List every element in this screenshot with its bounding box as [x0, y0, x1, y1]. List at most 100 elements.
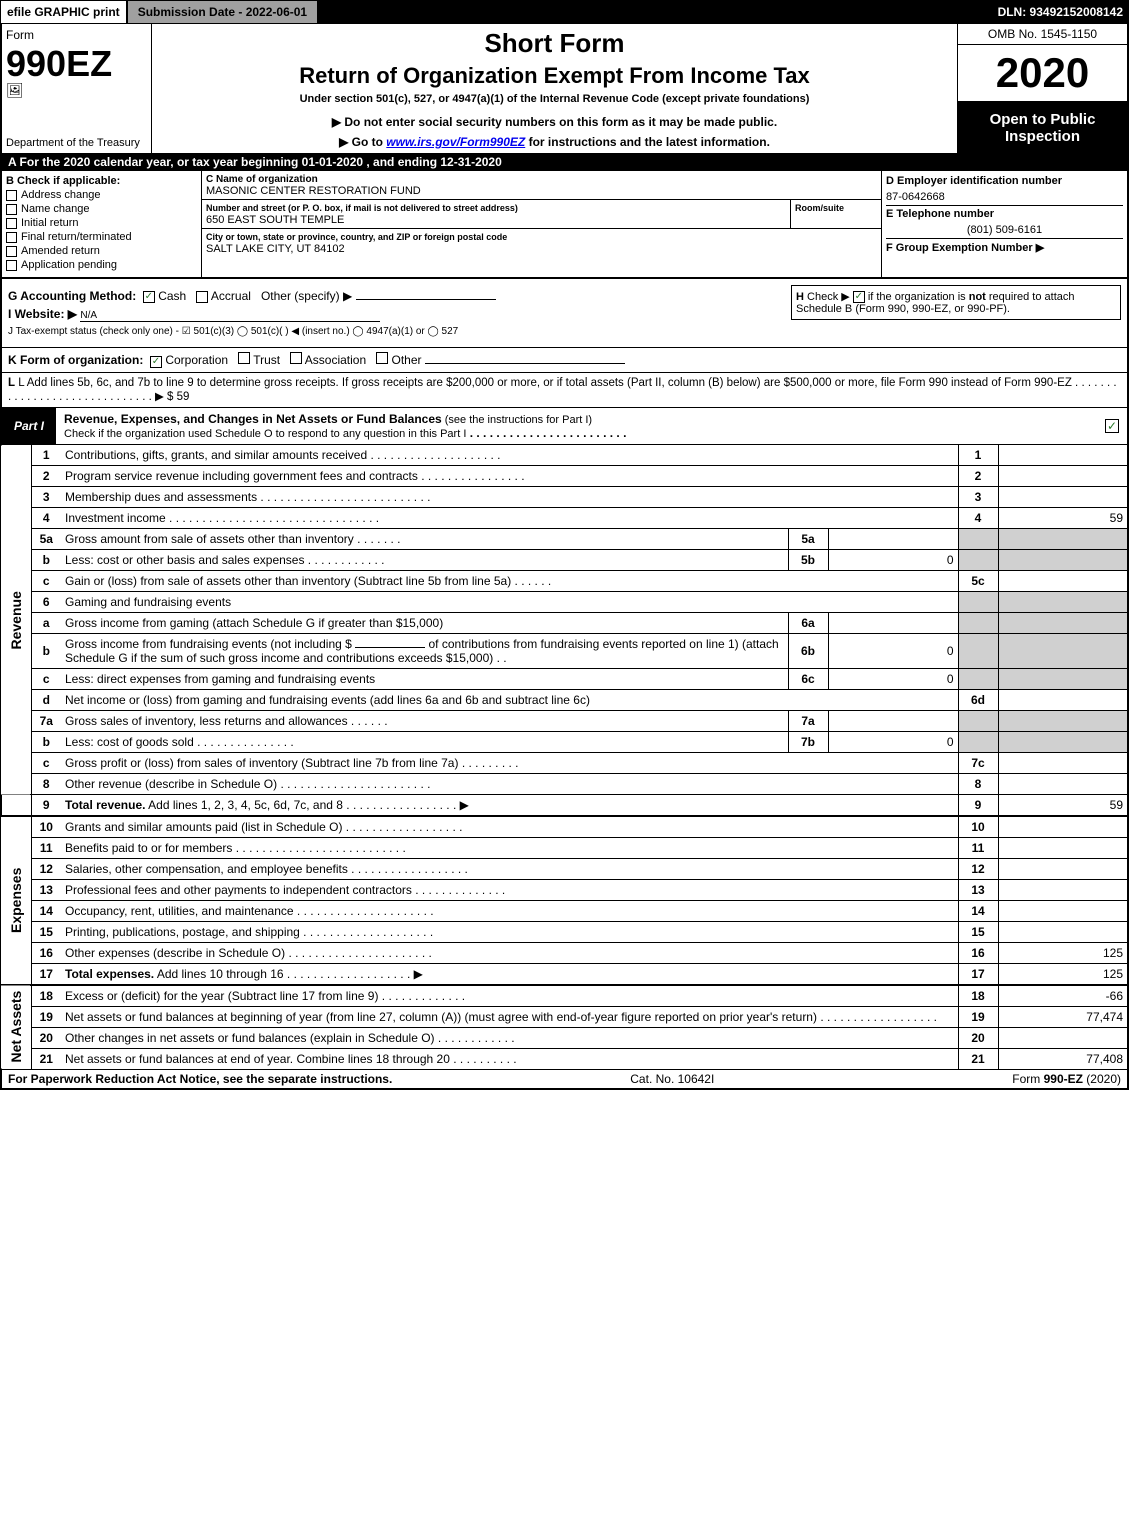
expenses-vertical-label: Expenses — [1, 816, 31, 985]
section-b-label: B Check if applicable: — [6, 175, 197, 187]
chk-final-return[interactable]: Final return/terminated — [6, 231, 197, 243]
total-expenses-label: Total expenses. — [65, 967, 154, 981]
chk-k-trust[interactable] — [238, 352, 250, 364]
part1-lines-table: Revenue 1 Contributions, gifts, grants, … — [0, 445, 1129, 1070]
line-14: 14 Occupancy, rent, utilities, and maint… — [1, 901, 1128, 922]
goto-pre: ▶ Go to — [339, 135, 386, 149]
tel-label: E Telephone number — [886, 208, 994, 220]
line-15: 15 Printing, publications, postage, and … — [1, 922, 1128, 943]
org-name-label: C Name of organization — [206, 174, 318, 185]
form-footer-label: Form 990-EZ (2020) — [1012, 1072, 1121, 1086]
line-6a: a Gross income from gaming (attach Sched… — [1, 613, 1128, 634]
tax-year: 2020 — [958, 45, 1127, 102]
form-word: Form — [6, 28, 147, 42]
section-def: D Employer identification number 87-0642… — [882, 171, 1127, 277]
sections-ghij: H Check ▶ if the organization is not req… — [0, 279, 1129, 348]
section-l: L L Add lines 5b, 6c, and 7b to line 9 t… — [0, 373, 1129, 408]
line-2: 2 Program service revenue including gove… — [1, 466, 1128, 487]
catalog-number: Cat. No. 10642I — [630, 1072, 714, 1086]
section-a-tax-year: A For the 2020 calendar year, or tax yea… — [0, 153, 1129, 171]
section-k: K Form of organization: ✓ Corporation Tr… — [0, 348, 1129, 373]
total-revenue-label: Total revenue. — [65, 798, 145, 812]
line-13: 13 Professional fees and other payments … — [1, 880, 1128, 901]
chk-amended-return[interactable]: Amended return — [6, 245, 197, 257]
short-form-title: Short Form — [158, 28, 951, 59]
chk-g-cash[interactable] — [143, 291, 155, 303]
line-8: 8 Other revenue (describe in Schedule O)… — [1, 774, 1128, 795]
chk-g-accrual[interactable] — [196, 291, 208, 303]
line-11: 11 Benefits paid to or for members . . .… — [1, 838, 1128, 859]
return-title: Return of Organization Exempt From Incom… — [158, 63, 951, 89]
line-5a: 5a Gross amount from sale of assets othe… — [1, 529, 1128, 550]
chk-initial-return[interactable]: Initial return — [6, 217, 197, 229]
section-b-checkboxes: B Check if applicable: Address change Na… — [2, 171, 202, 277]
part1-label: Part I — [2, 408, 56, 444]
part1-header: Part I Revenue, Expenses, and Changes in… — [0, 408, 1129, 445]
paperwork-notice: For Paperwork Reduction Act Notice, see … — [8, 1072, 392, 1086]
chk-h-not-required[interactable] — [853, 291, 865, 303]
top-bar: efile GRAPHIC print Submission Date - 20… — [0, 0, 1129, 24]
header-center: Short Form Return of Organization Exempt… — [152, 24, 957, 153]
chk-k-association[interactable] — [290, 352, 302, 364]
netassets-vertical-label: Net Assets — [1, 985, 31, 1070]
omb-number: OMB No. 1545-1150 — [958, 24, 1127, 45]
org-name: MASONIC CENTER RESTORATION FUND — [206, 185, 421, 197]
website-value: N/A — [80, 310, 380, 322]
line-7b: b Less: cost of goods sold . . . . . . .… — [1, 732, 1128, 753]
line-6b: b Gross income from fundraising events (… — [1, 634, 1128, 669]
header-right: OMB No. 1545-1150 2020 Open to Public In… — [957, 24, 1127, 153]
line-3: 3 Membership dues and assessments . . . … — [1, 487, 1128, 508]
under-section-text: Under section 501(c), 527, or 4947(a)(1)… — [158, 93, 951, 105]
revenue-vertical-label: Revenue — [1, 445, 31, 795]
section-h: H Check ▶ if the organization is not req… — [791, 285, 1121, 320]
goto-post: for instructions and the latest informat… — [525, 135, 770, 149]
chk-application-pending[interactable]: Application pending — [6, 259, 197, 271]
section-l-amount: ▶ $ 59 — [155, 391, 189, 403]
section-c-org-info: C Name of organization MASONIC CENTER RE… — [202, 171, 882, 277]
ein-label: D Employer identification number — [886, 175, 1062, 187]
irs-link[interactable]: www.irs.gov/Form990EZ — [386, 135, 525, 149]
header-left: Form 990EZ 🖼 Department of the Treasury — [2, 24, 152, 153]
info-row: B Check if applicable: Address change Na… — [0, 171, 1129, 279]
line-20: 20 Other changes in net assets or fund b… — [1, 1028, 1128, 1049]
room-suite-label: Room/suite — [795, 203, 844, 213]
line-6: 6 Gaming and fundraising events — [1, 592, 1128, 613]
page-footer: For Paperwork Reduction Act Notice, see … — [0, 1070, 1129, 1090]
line-10: Expenses 10 Grants and similar amounts p… — [1, 816, 1128, 838]
form-header: Form 990EZ 🖼 Department of the Treasury … — [0, 24, 1129, 153]
section-j: J Tax-exempt status (check only one) - ☑… — [8, 326, 1121, 337]
dln: DLN: 93492152008142 — [998, 5, 1129, 19]
goto-instructions: ▶ Go to www.irs.gov/Form990EZ for instru… — [158, 135, 951, 149]
line-7a: 7a Gross sales of inventory, less return… — [1, 711, 1128, 732]
city-state-zip: SALT LAKE CITY, UT 84102 — [206, 243, 345, 255]
chk-k-corporation[interactable]: ✓ — [150, 356, 162, 368]
part1-schedule-o-check[interactable]: ✓ — [1097, 408, 1127, 444]
chk-k-other[interactable] — [376, 352, 388, 364]
part1-title: Revenue, Expenses, and Changes in Net As… — [56, 408, 1097, 444]
line-21: 21 Net assets or fund balances at end of… — [1, 1049, 1128, 1070]
efile-print-label: efile GRAPHIC print — [0, 0, 127, 24]
city-label: City or town, state or province, country… — [206, 232, 507, 242]
tel-value: (801) 509-6161 — [886, 222, 1123, 238]
line-5b: b Less: cost or other basis and sales ex… — [1, 550, 1128, 571]
line-6d: d Net income or (loss) from gaming and f… — [1, 690, 1128, 711]
open-to-public: Open to Public Inspection — [958, 102, 1127, 153]
group-exemption-label: F Group Exemption Number ▶ — [886, 242, 1044, 254]
form-number: 990EZ — [6, 46, 147, 82]
chk-name-change[interactable]: Name change — [6, 203, 197, 215]
line-7c: c Gross profit or (loss) from sales of i… — [1, 753, 1128, 774]
line-9: 9 Total revenue. Add lines 1, 2, 3, 4, 5… — [1, 795, 1128, 817]
street-label: Number and street (or P. O. box, if mail… — [206, 203, 518, 213]
line-6c: c Less: direct expenses from gaming and … — [1, 669, 1128, 690]
department-label: Department of the Treasury — [6, 137, 147, 149]
line-1: Revenue 1 Contributions, gifts, grants, … — [1, 445, 1128, 466]
chk-address-change[interactable]: Address change — [6, 189, 197, 201]
line-17: 17 Total expenses. Add lines 10 through … — [1, 964, 1128, 986]
no-ssn-warning: ▶ Do not enter social security numbers o… — [158, 115, 951, 129]
line-18: Net Assets 18 Excess or (deficit) for th… — [1, 985, 1128, 1007]
line-5c: c Gain or (loss) from sale of assets oth… — [1, 571, 1128, 592]
line-16: 16 Other expenses (describe in Schedule … — [1, 943, 1128, 964]
line-12: 12 Salaries, other compensation, and emp… — [1, 859, 1128, 880]
line-4: 4 Investment income . . . . . . . . . . … — [1, 508, 1128, 529]
submission-date: Submission Date - 2022-06-01 — [127, 0, 318, 24]
